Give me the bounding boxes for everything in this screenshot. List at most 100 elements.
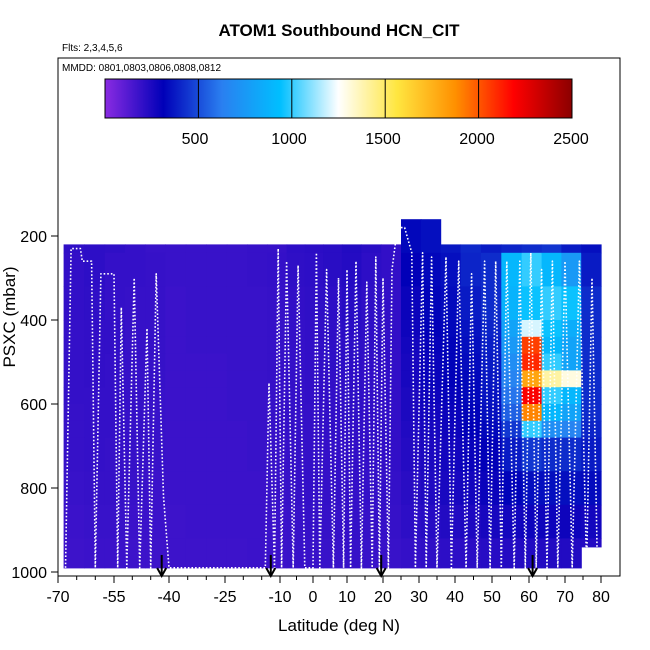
x-minor-ticks [76, 576, 584, 580]
heatmap-cell [501, 252, 523, 287]
x-tick-label: -40 [157, 589, 180, 606]
x-tick-label: 70 [556, 589, 574, 606]
heatmap-cell [267, 336, 288, 355]
heatmap-cell [541, 286, 562, 321]
y-tick-label: 600 [20, 397, 47, 414]
y-axis: 200 400 600 800 1000 PSXC (mbar) [0, 229, 59, 582]
heatmap-cell [145, 437, 166, 472]
heatmap-cell [561, 538, 582, 569]
heatmap-cell [165, 353, 187, 371]
heatmap-cell [561, 252, 582, 287]
heatmap-cell [501, 353, 523, 371]
heatmap-cell [341, 320, 362, 338]
heatmap-cell [226, 370, 248, 388]
x-tick: 70 [556, 576, 574, 606]
heatmap-cell [226, 420, 248, 439]
heatmap-cell [267, 244, 288, 254]
heatmap-cell [185, 420, 207, 439]
heatmap-cell [304, 387, 324, 405]
flight-track [64, 226, 599, 569]
heatmap-cell [480, 336, 502, 355]
heatmap-cell [286, 471, 306, 506]
heatmap-cell [323, 252, 343, 287]
heatmap-cell [420, 420, 442, 439]
heatmap-cell [381, 370, 402, 388]
heatmap-cell [165, 420, 187, 439]
heatmap-cell [480, 437, 502, 472]
heatmap-cell [226, 404, 248, 422]
x-tick-label: 30 [410, 589, 428, 606]
heatmap-cell [361, 420, 382, 439]
y-tick: 400 [20, 313, 58, 330]
heatmap-cell [145, 353, 166, 371]
heatmap-cell [125, 370, 146, 388]
heatmap-cell [323, 370, 343, 388]
heatmap-cell [581, 244, 602, 254]
heatmap-cell [185, 437, 207, 472]
heatmap-cell [381, 286, 402, 321]
heatmap-cell [165, 504, 187, 539]
heatmap-cell [361, 244, 382, 254]
heatmap-cell [521, 504, 543, 539]
heatmap-cell [581, 538, 602, 548]
heatmap-cell [361, 320, 382, 338]
heatmap-cell [104, 504, 126, 539]
x-axis: -70 -55 -40 -25 -10 0 10 20 30 40 50 60 … [46, 575, 620, 635]
heatmap-cell [145, 370, 166, 388]
heatmap-cell [226, 252, 248, 287]
heatmap-cell [341, 370, 362, 388]
heatmap-cell [63, 336, 85, 355]
heatmap-cell [206, 437, 228, 472]
flights-label: Flts: 2,3,4,5,6 [62, 43, 123, 54]
heatmap-cell [185, 387, 207, 405]
heatmap-cell [401, 320, 422, 338]
heatmap-cell [420, 471, 442, 506]
heatmap-cell [420, 219, 442, 254]
heatmap-cell [440, 320, 462, 338]
dates-label: MMDD: 0801,0803,0806,0808,0812 [62, 63, 221, 74]
heatmap-cell [286, 286, 306, 321]
x-tick: 80 [592, 576, 610, 606]
heatmap-cell [460, 370, 482, 388]
heatmap-cell [401, 387, 422, 405]
x-tick: -25 [213, 576, 237, 606]
heatmap-cell [480, 244, 502, 254]
heatmap-cell [501, 244, 523, 254]
heatmap-cell [581, 387, 602, 405]
heatmap-cell [286, 320, 306, 338]
colorbar-label-2500: 2500 [553, 131, 589, 148]
heatmap-cell [521, 370, 543, 388]
heatmap-cell [247, 404, 268, 422]
heatmap-cell [247, 244, 268, 254]
heatmap-cell [165, 404, 187, 422]
x-tick-label: 80 [592, 589, 610, 606]
heatmap-cell [460, 538, 482, 569]
heatmap-cell [206, 404, 228, 422]
heatmap-cell [63, 353, 85, 371]
heatmap-cell [323, 420, 343, 439]
heatmap-cell [521, 471, 543, 506]
colorbar-frame [104, 78, 573, 119]
heatmap-cell [206, 286, 228, 321]
heatmap-cell [267, 504, 288, 539]
heatmap-cell [125, 420, 146, 439]
heatmap-cell [521, 387, 543, 405]
heatmap-cell [206, 504, 228, 539]
heatmap-cell [247, 504, 268, 539]
x-tick: -40 [157, 576, 181, 606]
heatmap-cell [125, 404, 146, 422]
y-tick: 600 [20, 397, 58, 414]
heatmap-cell [267, 320, 288, 338]
heatmap-cell [440, 286, 462, 321]
heatmap-cell [401, 471, 422, 506]
heatmap-cell [420, 336, 442, 355]
heatmap-cell [323, 437, 343, 472]
heatmap-cell [226, 437, 248, 472]
heatmap-cell [361, 437, 382, 472]
heatmap-cell [460, 244, 482, 254]
heatmap-cell [226, 353, 248, 371]
heatmap-cell [541, 420, 562, 439]
heatmap-cell [125, 336, 146, 355]
heatmap-cell [381, 504, 402, 539]
x-tick-label: -25 [213, 589, 236, 606]
